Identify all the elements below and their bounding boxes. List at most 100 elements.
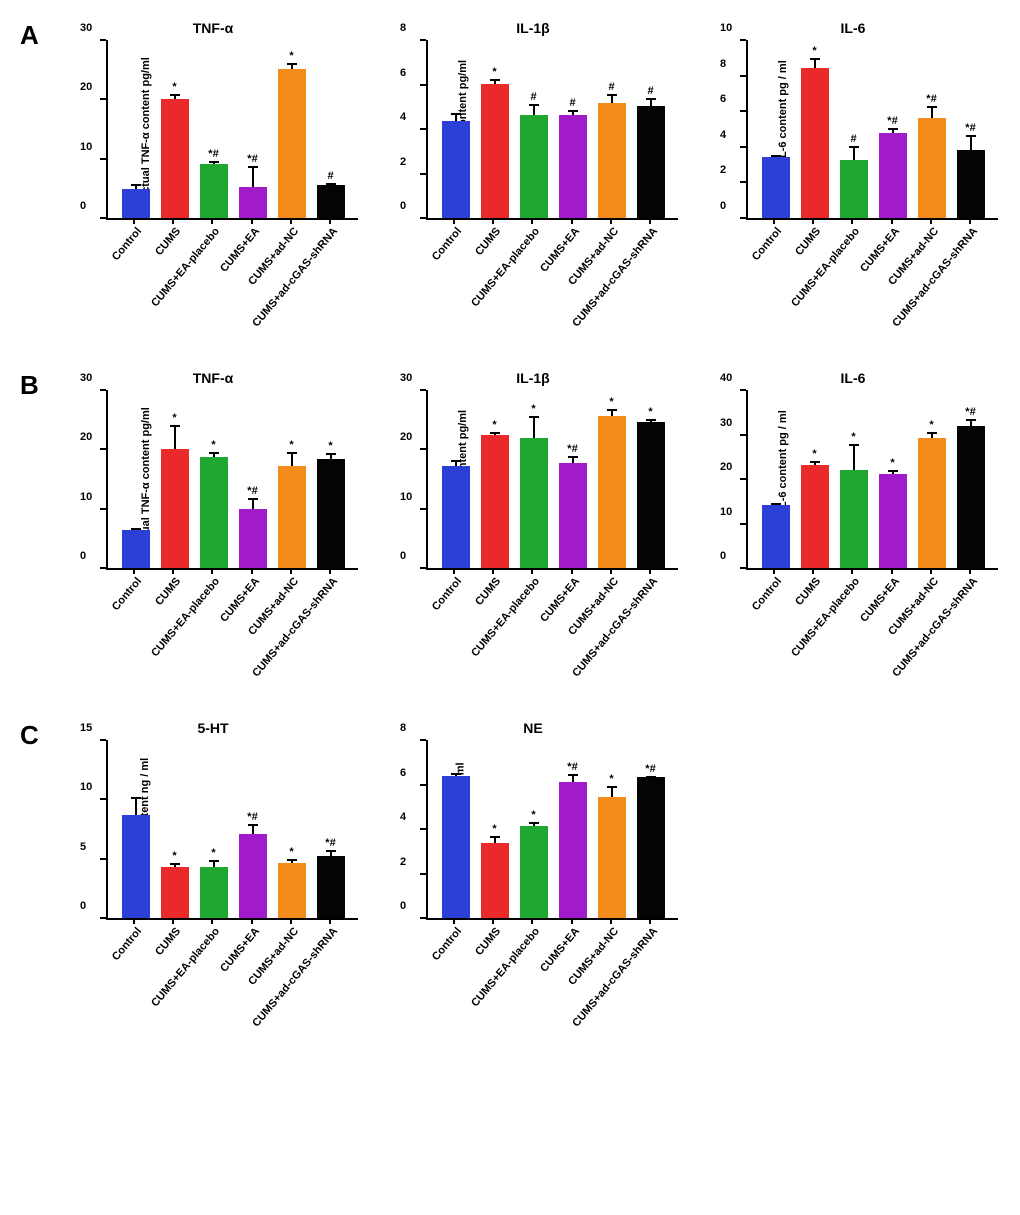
bar-group: * [800, 68, 830, 218]
y-tick-label: 5 [80, 841, 86, 853]
bar: * [520, 826, 548, 918]
y-tick-label: 10 [80, 491, 92, 503]
y-tick [740, 217, 746, 219]
chart-title: IL-1β [388, 370, 678, 386]
significance-marker: *# [247, 811, 257, 823]
y-tick-label: 10 [80, 141, 92, 153]
significance-marker: *# [965, 406, 975, 418]
bar-group [761, 157, 791, 218]
bar-group [441, 776, 471, 918]
bar [122, 530, 150, 568]
chart: IL-6Actual IL-6 content pg / ml010203040… [708, 370, 998, 690]
error-bar [572, 456, 574, 463]
x-tick-label: CUMS [473, 575, 503, 608]
error-bar [135, 184, 137, 189]
y-tick [740, 434, 746, 436]
significance-marker: * [211, 847, 215, 859]
x-tick [930, 218, 932, 224]
y-tick [100, 389, 106, 391]
bar-group: * [160, 449, 190, 568]
error-bar [213, 860, 215, 867]
error-bar [931, 106, 933, 118]
significance-marker: * [328, 440, 332, 452]
x-tick [290, 568, 292, 574]
x-tick-label: CUMS+ad-cGAS-shRNA [571, 925, 661, 1029]
y-tick [100, 98, 106, 100]
x-tick-label: Control [429, 575, 463, 613]
significance-marker: * [172, 412, 176, 424]
bar: # [637, 106, 665, 219]
bar-group [761, 505, 791, 568]
x-labels: ControlCUMSCUMS+EA-placeboCUMS+EACUMS+ad… [106, 570, 358, 690]
bar-group: * [480, 84, 510, 218]
bar-group: *# [316, 856, 346, 918]
x-tick-label: CUMS [793, 575, 823, 608]
significance-marker: *# [965, 122, 975, 134]
y-tick-label: 10 [720, 506, 732, 518]
error-bar [174, 94, 176, 99]
bar: * [161, 99, 189, 218]
bars-container: *#*#*#*# [748, 40, 998, 218]
bar-group: *# [199, 164, 229, 218]
y-tick [420, 448, 426, 450]
bar-group: # [316, 185, 346, 218]
x-tick [251, 918, 253, 924]
x-tick-label: CUMS [473, 225, 503, 258]
y-tick [420, 217, 426, 219]
significance-marker: * [172, 850, 176, 862]
y-tick-label: 20 [400, 431, 412, 443]
x-tick [453, 918, 455, 924]
y-tick [100, 858, 106, 860]
y-tick-label: 0 [720, 200, 726, 212]
y-tick [420, 173, 426, 175]
x-tick [133, 568, 135, 574]
x-tick-label: CUMS+ad-cGAS-shRNA [891, 225, 981, 329]
significance-marker: * [492, 419, 496, 431]
panel-label: A [20, 20, 48, 51]
bar-group: * [199, 457, 229, 568]
x-tick-label: CUMS+ad-cGAS-shRNA [891, 575, 981, 679]
x-tick [453, 568, 455, 574]
bar-group [441, 121, 471, 218]
bar: * [801, 465, 829, 568]
bar-group: *# [558, 782, 588, 918]
bar-group: * [597, 416, 627, 568]
y-tick [420, 917, 426, 919]
error-bar [814, 58, 816, 68]
bar: * [481, 84, 509, 218]
bar: *# [317, 856, 345, 918]
y-tick [740, 75, 746, 77]
bar: * [637, 422, 665, 568]
x-tick-label: Control [749, 225, 783, 263]
x-tick [571, 218, 573, 224]
error-bar [494, 79, 496, 85]
bar-group [121, 815, 151, 918]
chart: NEActual NE content ng / ml02468***#**#C… [388, 720, 678, 1040]
figure: ATNF-αActual TNF-α content pg/ml0102030*… [20, 20, 1000, 1040]
error-bar [291, 452, 293, 466]
bar-group: * [199, 867, 229, 918]
error-bar [611, 94, 613, 103]
y-tick [420, 389, 426, 391]
x-tick-label: CUMS+EA-placebo [149, 575, 222, 659]
charts-container: TNF-αActual TNF-α content pg/ml0102030**… [68, 20, 1000, 340]
bar-group: *# [238, 187, 268, 218]
x-tick [211, 218, 213, 224]
bar-group: *# [636, 777, 666, 918]
significance-marker: *# [887, 115, 897, 127]
y-tick [100, 158, 106, 160]
x-tick [851, 218, 853, 224]
x-labels: ControlCUMSCUMS+EA-placeboCUMS+EACUMS+ad… [426, 920, 678, 1040]
bar-group: * [519, 826, 549, 918]
y-tick-label: 10 [400, 491, 412, 503]
bar-group: *# [238, 509, 268, 568]
y-tick-label: 15 [80, 722, 92, 734]
x-tick [290, 218, 292, 224]
error-bar [650, 98, 652, 106]
error-bar [252, 824, 254, 834]
bar-group: # [558, 115, 588, 219]
significance-marker: *# [247, 153, 257, 165]
error-bar [213, 161, 215, 164]
bar-group: * [800, 465, 830, 568]
bar: *# [918, 118, 946, 218]
